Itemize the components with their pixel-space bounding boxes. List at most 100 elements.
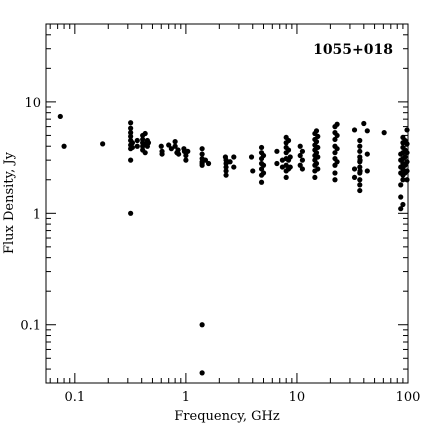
data-point bbox=[315, 133, 321, 140]
data-point bbox=[185, 148, 191, 154]
data-point bbox=[315, 166, 321, 172]
data-point bbox=[313, 160, 320, 167]
data-point bbox=[128, 157, 134, 163]
data-point bbox=[334, 146, 340, 152]
data-point bbox=[297, 143, 303, 149]
data-point bbox=[315, 154, 321, 160]
data-point bbox=[168, 146, 174, 152]
data-point bbox=[357, 168, 363, 174]
data-point bbox=[404, 177, 410, 183]
data-point bbox=[404, 150, 410, 156]
data-point bbox=[357, 143, 363, 149]
data-point bbox=[315, 144, 321, 151]
data-point bbox=[334, 121, 340, 127]
data-point bbox=[128, 210, 134, 216]
data-point bbox=[283, 162, 289, 168]
data-point bbox=[404, 127, 410, 133]
data-point bbox=[172, 143, 178, 149]
data-point bbox=[287, 154, 293, 160]
data-point bbox=[299, 166, 306, 172]
data-point bbox=[199, 146, 205, 152]
data-point bbox=[199, 322, 205, 328]
data-point bbox=[128, 130, 134, 136]
data-point bbox=[398, 194, 404, 200]
axis-ticks bbox=[46, 23, 409, 384]
data-point bbox=[332, 136, 338, 143]
data-point bbox=[61, 143, 67, 149]
data-point bbox=[176, 151, 182, 157]
data-point bbox=[223, 172, 229, 178]
data-point bbox=[223, 160, 229, 167]
data-point bbox=[351, 174, 358, 181]
data-point bbox=[351, 166, 358, 172]
data-point bbox=[351, 127, 358, 133]
data-point bbox=[183, 152, 189, 159]
x-tick-label: 10 bbox=[289, 390, 306, 405]
data-point bbox=[332, 170, 338, 176]
data-point bbox=[202, 157, 209, 163]
axis-tick-labels: 0.1 1 10 100 0.1 1 10 bbox=[20, 96, 420, 405]
data-point bbox=[172, 139, 178, 145]
data-point bbox=[285, 137, 292, 144]
data-point bbox=[357, 148, 363, 154]
y-tick-label: 1 bbox=[33, 207, 41, 222]
data-point bbox=[404, 159, 410, 165]
source-label: 1055+018 bbox=[313, 42, 393, 58]
data-point bbox=[357, 187, 363, 194]
plot-frame bbox=[45, 23, 409, 384]
data-point bbox=[159, 151, 165, 157]
data-point bbox=[287, 164, 293, 170]
data-point bbox=[260, 170, 267, 176]
data-point bbox=[231, 154, 237, 160]
data-point bbox=[299, 148, 306, 154]
data-point bbox=[312, 174, 318, 181]
data-point bbox=[357, 177, 363, 183]
data-point bbox=[175, 147, 181, 153]
data-point bbox=[297, 152, 303, 159]
data-point bbox=[313, 139, 320, 145]
data-point bbox=[400, 201, 406, 208]
data-point bbox=[227, 159, 233, 165]
data-point bbox=[260, 152, 267, 159]
data-point bbox=[128, 120, 134, 126]
data-point bbox=[134, 143, 140, 149]
data-point bbox=[400, 177, 406, 183]
data-point bbox=[134, 137, 140, 144]
data-point bbox=[299, 157, 306, 163]
data-point bbox=[364, 151, 370, 157]
data-point bbox=[145, 140, 152, 146]
x-tick-label: 1 bbox=[182, 390, 190, 405]
data-point bbox=[404, 141, 410, 147]
data-point bbox=[381, 130, 387, 136]
data-point bbox=[332, 177, 338, 183]
data-point bbox=[357, 164, 363, 170]
data-point bbox=[274, 148, 280, 154]
data-point bbox=[404, 168, 410, 174]
data-point bbox=[402, 154, 408, 160]
y-tick-label: 0.1 bbox=[20, 319, 41, 334]
data-point bbox=[283, 174, 289, 181]
data-point bbox=[205, 160, 212, 167]
data-point bbox=[199, 370, 205, 376]
x-tick-label: 0.1 bbox=[64, 390, 85, 405]
data-point bbox=[285, 147, 292, 153]
data-point bbox=[231, 164, 237, 170]
data-point bbox=[357, 182, 363, 188]
data-point bbox=[199, 162, 205, 168]
data-point bbox=[258, 144, 265, 151]
data-point bbox=[357, 137, 363, 144]
data-point bbox=[313, 150, 320, 156]
data-point bbox=[332, 150, 338, 156]
data-point bbox=[57, 113, 63, 120]
data-point bbox=[100, 141, 106, 147]
data-point bbox=[250, 168, 256, 174]
data-point bbox=[142, 150, 148, 156]
y-axis-title: Flux Density, Jy bbox=[2, 151, 17, 254]
data-point bbox=[158, 143, 164, 149]
data-point bbox=[364, 168, 370, 174]
data-points bbox=[57, 113, 410, 376]
data-point bbox=[166, 142, 172, 148]
data-point bbox=[223, 168, 229, 174]
data-point bbox=[274, 160, 280, 167]
data-point bbox=[129, 140, 136, 146]
